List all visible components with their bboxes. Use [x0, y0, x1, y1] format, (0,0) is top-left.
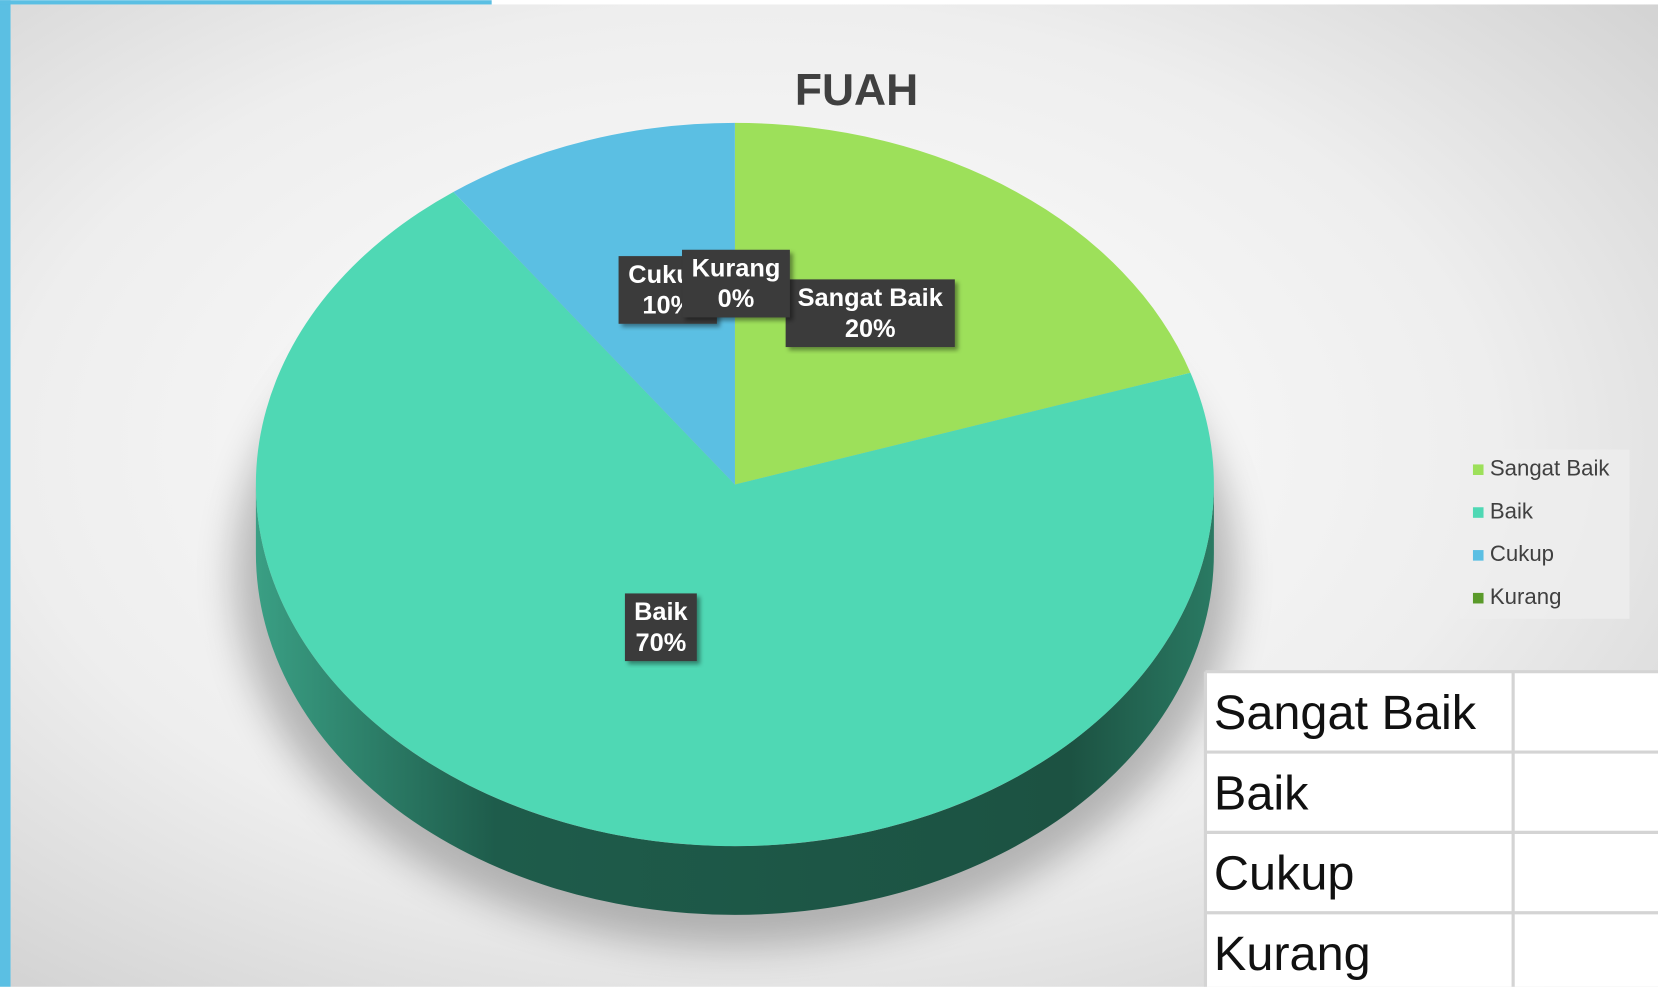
chart-title: FUAH — [795, 66, 918, 115]
table-cell: Baik — [1214, 766, 1309, 820]
pie-side — [255, 484, 1214, 915]
data-label-box — [624, 593, 697, 662]
legend: Sangat Baik Baik Cukup Kurang — [1472, 456, 1611, 609]
data-label-value: 20% — [845, 315, 896, 343]
data-label-category: Kurang — [692, 255, 781, 283]
table-cell: Cukup — [1214, 847, 1355, 901]
legend-swatch — [1472, 550, 1484, 561]
table: Sangat Baik Baik Cukup Kurang — [1203, 670, 1658, 987]
pie-slice — [453, 122, 735, 485]
legend-label: Kurang — [1490, 584, 1562, 609]
data-label-box — [785, 279, 955, 348]
data-label-category: Sangat Baik — [798, 284, 944, 312]
top-accent — [0, 0, 492, 5]
data-label-value: 70% — [635, 629, 686, 657]
legend-label: Cukup — [1490, 541, 1554, 566]
legend-label: Baik — [1490, 498, 1534, 523]
left-accent — [0, 0, 11, 987]
legend-swatch — [1472, 464, 1484, 475]
data-label-value: 0% — [718, 285, 755, 313]
data-label-category: Baik — [634, 598, 688, 626]
table-background — [1205, 671, 1658, 987]
legend-box — [1460, 449, 1630, 619]
table-cell: Sangat Baik — [1214, 686, 1477, 740]
pie — [234, 122, 1236, 947]
legend-label: Sangat Baik — [1490, 456, 1611, 481]
table-cell: Kurang — [1214, 927, 1371, 981]
pie-slice — [734, 122, 1191, 485]
data-label-box — [682, 249, 790, 318]
legend-swatch — [1472, 592, 1484, 604]
pie-slice — [255, 191, 1214, 847]
legend-swatch — [1472, 507, 1484, 518]
